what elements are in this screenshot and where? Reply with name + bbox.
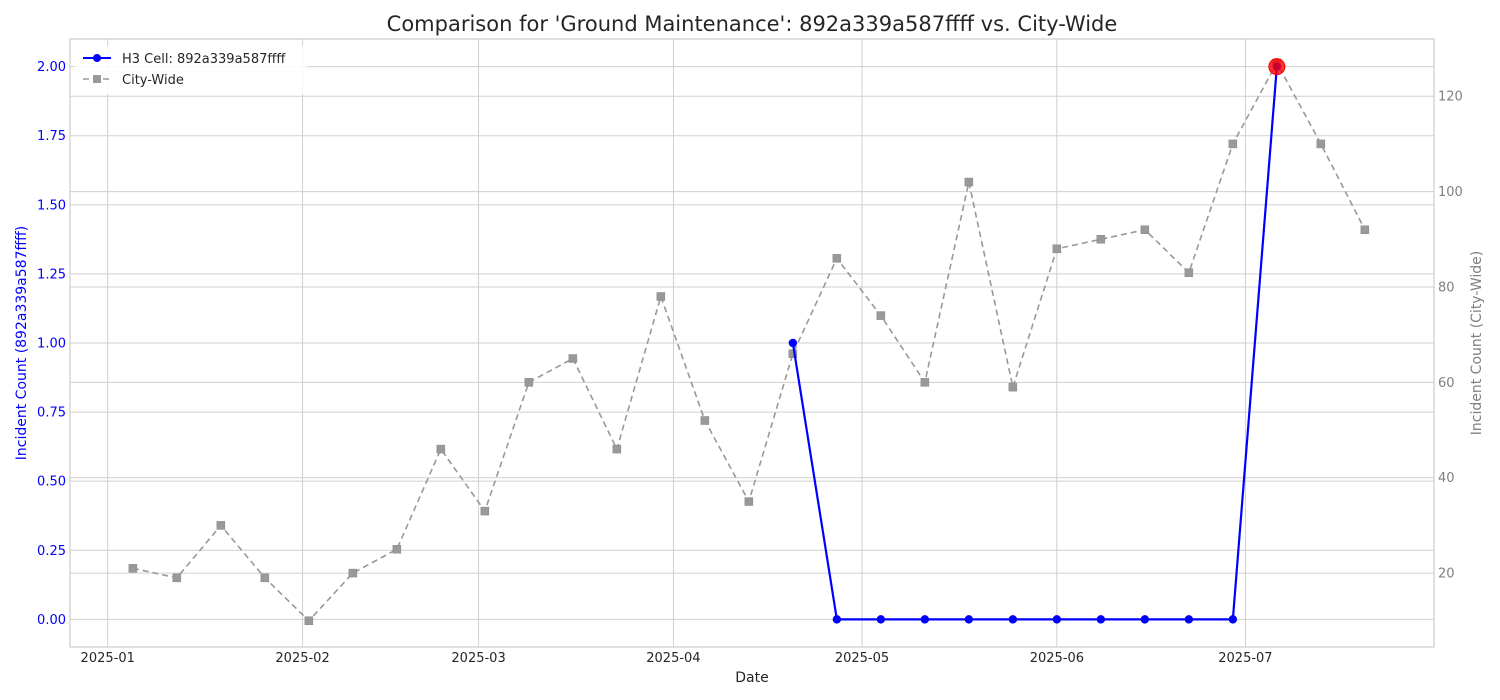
h3-cell-point: [788, 338, 798, 348]
city-wide-point: [392, 544, 402, 554]
legend-marker-city: [93, 75, 101, 83]
x-tick-label: 2025-02: [275, 651, 329, 666]
city-wide-point: [700, 416, 710, 425]
y-left-tick-label: 0.25: [37, 544, 66, 559]
city-wide-point: [348, 568, 358, 578]
h3-cell-point: [920, 615, 930, 624]
h3-cell-point: [876, 615, 886, 624]
y-right-tick-label: 120: [1438, 90, 1463, 105]
h3-cell-point: [1008, 615, 1018, 624]
grid-layer: [70, 39, 1434, 647]
city-wide-point: [1096, 235, 1106, 244]
h3-cell-point: [1184, 615, 1194, 624]
city-wide-point: [128, 564, 138, 573]
city-wide-point: [524, 378, 534, 387]
y-left-tick-label: 1.75: [37, 129, 66, 144]
h3-cell-line: [791, 66, 1278, 621]
y-right-tick-label: 60: [1438, 376, 1455, 391]
h3-cell-point: [1052, 615, 1062, 624]
y-left-tick-label: 1.25: [37, 267, 66, 282]
y-left-tick-label: 2.00: [37, 60, 66, 75]
city-wide-point: [1008, 382, 1018, 392]
x-tick-label: 2025-05: [835, 651, 889, 666]
city-wide-point: [1316, 139, 1326, 149]
y-left-tick-label: 0.50: [37, 475, 66, 490]
city-wide-point: [964, 177, 974, 187]
y-left-tick-label: 1.00: [37, 337, 66, 352]
x-tick-label: 2025-01: [81, 651, 135, 666]
y-left-tick-label: 0.00: [37, 613, 66, 628]
city-wide-point: [436, 444, 446, 454]
x-tick-label: 2025-03: [451, 651, 505, 666]
y-right-tick-label: 80: [1438, 280, 1455, 295]
series-layer: [128, 58, 1370, 626]
city-wide-point: [216, 521, 226, 530]
city-wide-point: [832, 254, 842, 263]
city-wide-point: [656, 292, 666, 301]
h3-cell-point: [1140, 615, 1150, 624]
y-right-tick-label: 20: [1438, 567, 1455, 582]
y-right-tick-label: 100: [1438, 185, 1463, 200]
x-tick-label: 2025-06: [1030, 651, 1084, 666]
city-wide-point: [1228, 139, 1238, 149]
h3-cell-point: [1228, 615, 1238, 624]
plot-frame: [69, 38, 1435, 648]
y-right-tick-label: 40: [1438, 471, 1455, 486]
x-tick-label: 2025-04: [646, 651, 700, 666]
legend-label-cell: H3 Cell: 892a339a587ffff: [122, 52, 286, 67]
x-tick-label: 2025-07: [1218, 651, 1272, 666]
highlight-point: [1268, 58, 1286, 76]
y-axis-left-label: Incident Count (892a339a587ffff): [14, 226, 30, 460]
h3-cell-point: [1096, 615, 1106, 624]
city-wide-point: [612, 444, 622, 454]
city-wide-point: [1140, 225, 1150, 234]
city-wide-point: [920, 378, 930, 387]
legend-marker-cell: [93, 54, 101, 62]
legend: H3 Cell: 892a339a587ffff City-Wide: [75, 46, 307, 94]
h3-cell-point: [964, 615, 974, 624]
city-wide-point: [480, 506, 490, 516]
y-left-tick-label: 1.50: [37, 198, 66, 213]
legend-label-city: City-Wide: [122, 73, 184, 88]
city-wide-point: [260, 573, 270, 583]
city-wide-point: [876, 311, 886, 320]
h3-cell-point: [832, 615, 842, 624]
city-wide-point: [172, 573, 182, 583]
city-wide-point: [568, 354, 578, 363]
axis-layer: 2025-01 2025-02 2025-03 2025-04 2025-05 2025-…: [37, 38, 1463, 666]
city-wide-point: [744, 497, 754, 506]
city-wide-point: [1052, 244, 1062, 254]
x-axis-label: Date: [735, 670, 768, 686]
city-wide-point: [1360, 225, 1370, 234]
legend-background: [75, 46, 307, 94]
city-wide-point: [1184, 268, 1194, 277]
chart-title: Comparison for 'Ground Maintenance': 892…: [387, 12, 1118, 36]
y-axis-right-label: Incident Count (City-Wide): [1469, 251, 1485, 435]
city-wide-point: [304, 616, 314, 626]
y-left-tick-label: 0.75: [37, 406, 66, 421]
